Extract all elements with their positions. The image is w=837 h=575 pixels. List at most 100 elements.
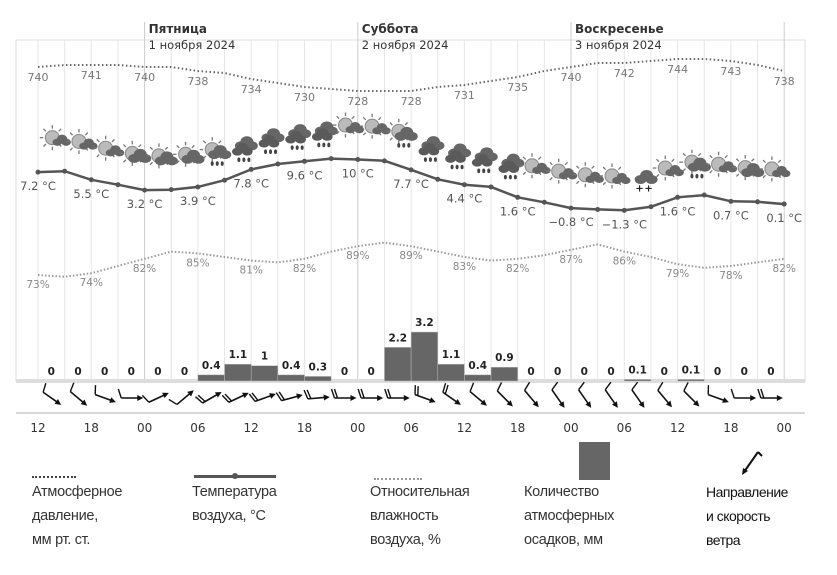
sun-ray: [96, 138, 100, 143]
sun-ray: [564, 161, 568, 166]
time-tick-label: 18: [84, 421, 99, 435]
temperature-label: 5.5 °C: [73, 187, 109, 201]
sun-ray: [762, 159, 766, 164]
legend-temperature: Температура воздуха, °С: [192, 440, 277, 528]
sun-ray: [218, 140, 222, 144]
wind-barb: [306, 389, 312, 399]
sun-ray: [709, 154, 713, 159]
time-tick-label: 12: [30, 421, 45, 435]
raindrop: [264, 149, 268, 154]
pressure-label: 740: [28, 71, 49, 84]
temperature-point: [222, 177, 228, 183]
cloud-part: [381, 127, 391, 135]
pressure-label: 738: [774, 75, 795, 88]
weather-icon-partly: [706, 151, 738, 177]
wind-barb: [248, 393, 256, 402]
raindrop: [269, 149, 273, 154]
sun-ray: [336, 115, 340, 120]
wind-arrow: [248, 392, 276, 403]
sun-ray: [404, 122, 409, 126]
cloud-part: [727, 165, 738, 173]
weather-icon-partly: [652, 155, 684, 181]
legend-pressure-label: Атмосферное давление, мм рт. ст.: [32, 484, 123, 548]
temperature-point: [408, 167, 414, 173]
wind-arrow: [42, 382, 62, 405]
precipitation-label: 0: [367, 366, 374, 378]
raindrop: [423, 157, 427, 162]
wind-barb: [578, 381, 585, 391]
raindrop: [274, 149, 278, 154]
weather-icon-rain: [471, 147, 498, 174]
wind-shaft: [176, 392, 192, 406]
sun-ray: [671, 158, 675, 163]
sun-ray: [69, 132, 74, 136]
cloud-part: [541, 166, 551, 174]
sun-ray: [602, 166, 607, 170]
humidity-label: 82%: [506, 263, 529, 275]
temperature-label: 1.6 °C: [500, 204, 536, 218]
precipitation-label: 0: [101, 366, 108, 378]
sun-ray: [378, 116, 382, 121]
wind-arrow: [631, 381, 645, 408]
wind-arrowhead: [611, 401, 618, 408]
precipitation-label: 0.1: [628, 364, 647, 376]
time-tick-label: 06: [403, 421, 418, 435]
precipitation-label: 1.1: [229, 349, 248, 361]
wind-arrow: [523, 381, 539, 408]
raindrop: [402, 143, 406, 148]
humidity-label: 79%: [666, 268, 689, 280]
sun-ray: [682, 152, 687, 157]
temperature-point: [168, 187, 174, 193]
humidity-label: 82%: [773, 263, 796, 275]
wind-barb: [278, 391, 285, 401]
legend-wind-label: Направление и скорость ветра: [706, 484, 788, 548]
raindrop: [700, 173, 704, 179]
wind-arrow-icon: [742, 451, 763, 475]
legend-temperature-label: Температура воздуха, °С: [192, 484, 277, 524]
raindrop: [322, 142, 326, 148]
pressure-label: 728: [347, 95, 368, 108]
pressure-label: 740: [134, 71, 155, 84]
sun-ray: [176, 160, 180, 164]
wind-barb: [444, 384, 449, 395]
time-tick-label: 00: [350, 421, 365, 435]
time-tick-label: 00: [777, 421, 792, 435]
wind-barb: [757, 388, 762, 399]
cloud-part: [645, 175, 658, 185]
time-tick-label: 00: [563, 421, 578, 435]
sun-ray: [191, 145, 195, 149]
cloud-part: [752, 168, 765, 178]
sun-ray: [69, 147, 74, 151]
time-tick-label: 18: [510, 421, 525, 435]
pressure-label: 738: [187, 75, 208, 88]
wind-arrowhead: [296, 393, 303, 400]
wind-shaft: [523, 389, 537, 405]
wind-shaft: [94, 393, 113, 402]
sun-ray: [549, 177, 553, 181]
wind-barb: [42, 382, 47, 393]
cloud-part: [241, 147, 253, 156]
wind-arrowhead: [532, 400, 539, 408]
wind-barb: [117, 388, 122, 399]
cloud-part: [61, 138, 71, 146]
legend-precipitation-label: Количество атмосферных осадков, мм: [524, 484, 615, 548]
sun-ray: [96, 154, 100, 158]
raindrop: [460, 164, 464, 170]
weather-icon-rain: [311, 121, 338, 148]
precipitation-bar: [677, 379, 705, 382]
temperature-label: −0.8 °C: [548, 215, 593, 229]
temperature-label: 9.6 °C: [287, 168, 323, 182]
precipitation-label: 0: [554, 366, 561, 378]
wind-barb: [707, 385, 710, 395]
sun-ray: [43, 128, 47, 132]
weather-icon-cloudy-sun: [119, 140, 152, 166]
wind-arrowhead: [54, 398, 62, 405]
pressure-label: 742: [614, 67, 635, 80]
precipitation-bar: [464, 374, 492, 382]
precipitation-label: 0.3: [309, 361, 328, 373]
precipitation-label: 0: [581, 366, 588, 378]
time-tick-label: 12: [457, 421, 472, 435]
snowflake: +: [644, 184, 652, 195]
wind-arrowhead: [750, 395, 757, 401]
temperature-point: [142, 187, 148, 193]
